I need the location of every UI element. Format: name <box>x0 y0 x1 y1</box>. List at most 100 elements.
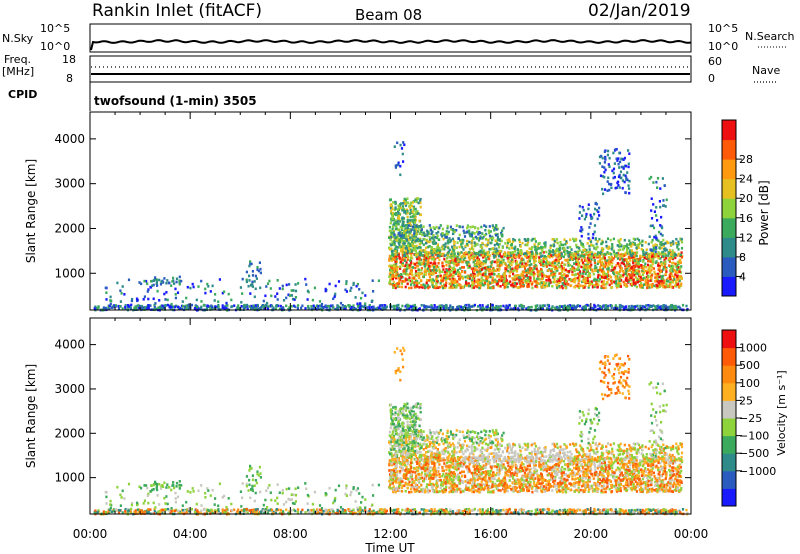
data-cell <box>508 271 511 274</box>
data-cell <box>566 249 569 253</box>
data-cell <box>499 277 502 281</box>
data-cell <box>619 285 622 288</box>
data-cell <box>633 305 636 309</box>
data-cell <box>259 271 262 275</box>
data-cell <box>215 305 218 309</box>
data-cell <box>556 263 559 267</box>
data-cell <box>642 283 646 286</box>
data-cell <box>462 248 465 251</box>
data-cell <box>390 255 393 258</box>
data-cell <box>124 304 127 307</box>
data-cell <box>445 260 448 264</box>
data-cell <box>397 277 400 280</box>
data-cell <box>652 259 655 262</box>
data-cell <box>661 279 664 283</box>
data-cell <box>408 250 412 253</box>
data-cell <box>571 273 574 276</box>
data-cell <box>459 239 462 242</box>
data-cell <box>476 242 479 246</box>
data-cell <box>259 267 262 271</box>
data-cell <box>566 261 570 264</box>
data-cell <box>627 247 630 250</box>
data-cell <box>621 259 624 262</box>
data-cell <box>292 304 296 308</box>
data-cell <box>214 293 217 296</box>
data-cell <box>400 258 403 261</box>
data-cell <box>565 241 569 245</box>
data-cell <box>356 302 359 306</box>
data-cell <box>630 245 633 248</box>
data-cell <box>655 246 658 249</box>
data-cell <box>127 278 131 282</box>
data-cell <box>176 291 180 294</box>
data-cell <box>598 237 601 241</box>
data-cell <box>630 251 634 254</box>
data-cell <box>601 282 604 286</box>
data-cell <box>475 265 478 268</box>
data-cell <box>504 306 507 309</box>
data-cell <box>396 285 399 288</box>
data-cell <box>381 304 384 307</box>
data-cell <box>399 220 402 223</box>
data-cell <box>589 255 592 258</box>
data-cell <box>572 277 575 281</box>
data-cell <box>416 237 419 241</box>
data-cell <box>479 306 482 310</box>
data-cell <box>414 211 417 214</box>
data-cell <box>300 306 303 310</box>
data-cell <box>665 256 668 260</box>
data-cell <box>406 282 409 286</box>
data-cell <box>420 240 423 243</box>
data-cell <box>412 248 415 252</box>
data-cell <box>494 226 497 230</box>
data-cell <box>593 267 596 270</box>
data-cell <box>473 259 477 262</box>
data-cell <box>411 244 415 248</box>
data-cell <box>614 148 617 151</box>
data-cell <box>629 249 632 252</box>
data-cell <box>428 285 431 289</box>
data-cell <box>411 201 415 204</box>
data-cell <box>240 301 243 304</box>
data-cell <box>396 268 399 272</box>
data-cell <box>591 282 594 285</box>
data-cell <box>561 277 564 280</box>
data-cell <box>618 303 621 307</box>
data-cell <box>318 307 322 311</box>
data-cell <box>498 267 501 271</box>
data-cell <box>672 306 675 310</box>
data-cell <box>434 271 437 274</box>
data-cell <box>504 266 507 270</box>
data-cell <box>648 235 651 238</box>
data-cell <box>591 268 594 272</box>
data-cell <box>630 284 634 288</box>
data-cell <box>468 232 471 236</box>
data-cell <box>558 272 561 275</box>
data-cell <box>646 286 649 290</box>
data-cell <box>443 283 446 286</box>
data-cell <box>556 279 559 283</box>
data-cell <box>526 285 529 289</box>
data-cell <box>581 280 584 284</box>
data-cell <box>397 216 400 220</box>
data-cell <box>421 263 424 266</box>
data-cell <box>402 258 405 262</box>
data-cell <box>403 143 406 147</box>
data-cell <box>433 227 436 230</box>
data-cell <box>652 304 655 307</box>
data-cell <box>586 256 589 260</box>
data-cell <box>123 293 126 296</box>
data-cell <box>635 254 638 258</box>
data-cell <box>519 261 522 265</box>
data-cell <box>424 250 427 254</box>
data-cell <box>297 282 300 285</box>
data-cell <box>471 286 474 289</box>
data-cell <box>502 304 505 308</box>
data-cell <box>459 306 462 310</box>
data-cell <box>436 245 439 249</box>
nave-label: Nave <box>752 64 780 77</box>
data-cell <box>637 246 640 249</box>
data-cell <box>504 270 507 273</box>
data-cell <box>571 270 574 273</box>
